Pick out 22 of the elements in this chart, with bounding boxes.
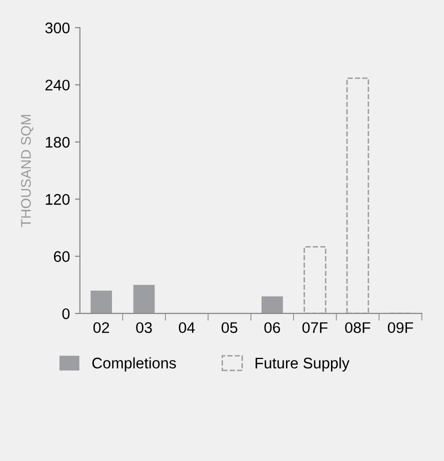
y-tick-label: 120 bbox=[46, 194, 70, 205]
x-tick-label: 06 bbox=[264, 322, 280, 334]
y-tick-label: 0 bbox=[62, 308, 70, 320]
bar bbox=[133, 284, 155, 314]
y-tick-label: 300 bbox=[45, 22, 70, 34]
y-axis-title: THOUSAND SQM bbox=[21, 114, 34, 227]
bar bbox=[346, 77, 370, 314]
x-tick-label: 04 bbox=[178, 322, 195, 334]
x-tick-label: 02 bbox=[93, 322, 110, 334]
legend-label: Future Supply bbox=[256, 357, 350, 372]
y-tick-label: 60 bbox=[54, 251, 70, 262]
y-tick-label: 240 bbox=[45, 80, 70, 91]
x-tick-label: 09F bbox=[388, 322, 413, 334]
bar bbox=[262, 296, 283, 314]
x-tick-label: 08F bbox=[345, 322, 370, 334]
bar bbox=[304, 246, 326, 314]
x-tick-label: 03 bbox=[136, 322, 152, 334]
legend-label: Completions bbox=[92, 357, 176, 372]
bar bbox=[90, 290, 112, 314]
y-tick-label: 180 bbox=[46, 136, 70, 148]
x-tick-label: 07F bbox=[302, 322, 328, 334]
x-tick-label: 05 bbox=[222, 322, 238, 334]
